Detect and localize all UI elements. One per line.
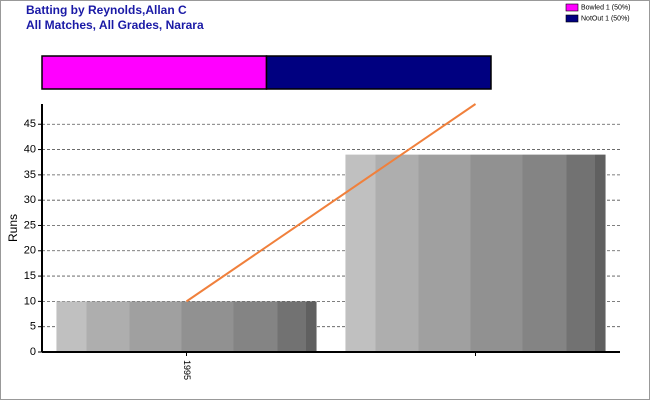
- y-tick-label: 20: [24, 245, 36, 257]
- bar: [345, 154, 606, 352]
- legend-label: Bowled 1 (50%): [581, 4, 630, 11]
- x-tick-label: 1995: [182, 360, 192, 380]
- line: [185, 103, 477, 303]
- subtitle: All Matches, All Grades, Narara: [26, 18, 204, 32]
- y-tick-label: 35: [24, 169, 36, 181]
- y-tick-label: 5: [30, 321, 36, 333]
- share-segment: [265, 55, 492, 90]
- legend-label: NotOut 1 (50%): [581, 15, 630, 22]
- legend-swatch: [565, 3, 579, 12]
- y-tick-label: 45: [24, 118, 36, 130]
- y-tick-label: 40: [24, 143, 36, 155]
- y-tick-label: 30: [24, 194, 36, 206]
- y-tick-label: 15: [24, 270, 36, 282]
- bar: [56, 301, 317, 352]
- legend-swatch: [565, 14, 579, 23]
- y-axis-label: Runs: [6, 214, 20, 242]
- y-tick-label: 0: [30, 346, 36, 358]
- y-tick-label: 10: [24, 295, 36, 307]
- y-tick-label: 25: [24, 219, 36, 231]
- title: Batting by Reynolds,Allan C: [26, 3, 187, 17]
- share-segment: [41, 55, 268, 90]
